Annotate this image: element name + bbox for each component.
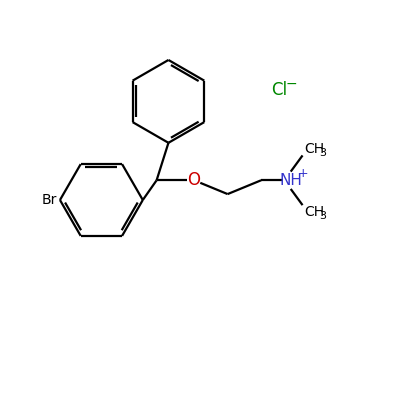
Text: −: − [286,77,298,91]
Text: Br: Br [42,193,57,207]
Text: +: + [298,167,309,180]
Text: NH: NH [279,173,302,188]
Text: 3: 3 [319,211,326,221]
Text: CH: CH [304,142,325,156]
Text: CH: CH [304,205,325,219]
Text: O: O [188,171,200,189]
Text: Cl: Cl [271,80,287,98]
Text: 3: 3 [319,148,326,158]
